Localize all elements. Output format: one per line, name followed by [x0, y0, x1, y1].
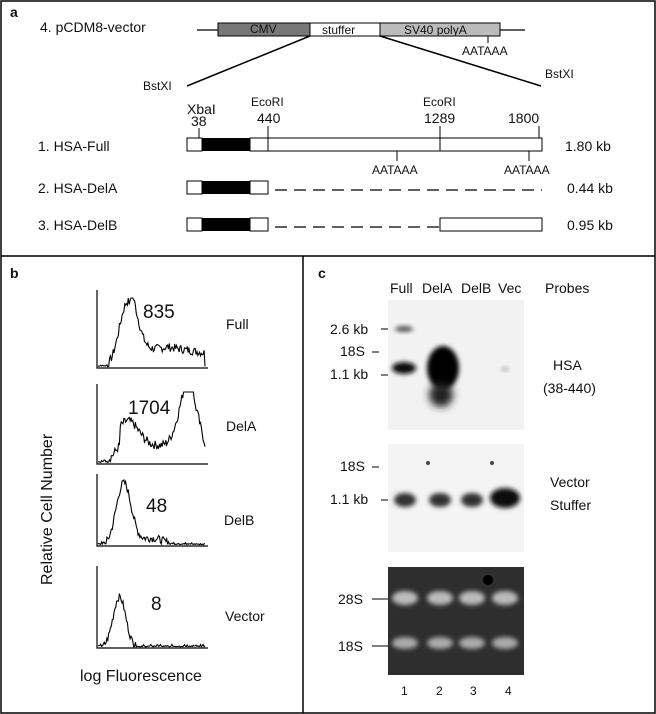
hist-trace-vector [97, 593, 206, 648]
vector-name: 4. pCDM8-vector [40, 19, 146, 35]
delb-3utr [249, 217, 269, 232]
ecori-2-label: EcoRI [423, 95, 456, 109]
hist-vector-value: 8 [151, 594, 162, 615]
lane-full: Full [390, 280, 413, 296]
blot1-marker-18s: 18S [340, 343, 365, 359]
ylabel: Relative Cell Number [39, 433, 56, 585]
sv40-label: SV40 polyA [404, 23, 467, 37]
blot2-marker-18s: 18S [340, 458, 365, 474]
bstxi-right-label: BstXI [545, 67, 574, 81]
northern-blot-2 [388, 444, 524, 552]
hist-full-value: 835 [143, 302, 175, 323]
sv40-box [379, 22, 501, 37]
dela-3utr [249, 180, 269, 195]
ethidium-gel [388, 567, 524, 675]
construct-2-size: 0.44 kb [567, 180, 613, 196]
hist-dela-value: 1704 [128, 398, 171, 419]
lane-number-2: 2 [436, 684, 443, 698]
pos-1289: 1289 [424, 110, 455, 126]
probes-header: Probes [545, 280, 589, 296]
hist-dela-name: DelA [226, 418, 257, 434]
pos-38: 38 [191, 113, 207, 129]
panel-a-label: a [10, 4, 18, 20]
delb-5utr [186, 217, 203, 232]
blot1-probe-line2: (38-440) [543, 380, 596, 396]
full-cds [202, 138, 250, 151]
hist-trace-full [97, 297, 206, 368]
hist-trace-dela [97, 391, 206, 464]
full-aataaa-2: AATAAA [504, 163, 550, 177]
full-3utr-b [267, 137, 543, 152]
hist-delb-value: 48 [146, 496, 167, 517]
blot1-marker-26kb: 2.6 kb [330, 321, 368, 337]
full-5utr [186, 137, 203, 152]
histogram-traces [97, 297, 206, 648]
full-3utr-a [249, 137, 269, 152]
lane-number-1: 1 [401, 684, 408, 698]
dela-cds [202, 181, 250, 194]
histogram-axes [96, 290, 208, 649]
blot2-marker-11kb: 1.1 kb [330, 491, 368, 507]
gel-marker-28s: 28S [338, 591, 363, 607]
bstxi-left-label: BstXI [143, 79, 172, 93]
hist-vector-name: Vector [225, 608, 265, 624]
blot1-probe-line1: HSA [553, 357, 582, 373]
xbai-label: XbaI [187, 101, 216, 117]
pos-1800: 1800 [508, 110, 539, 126]
blot2-probe-line2: Stuffer [550, 497, 591, 513]
bstxi-left-line [186, 35, 311, 87]
full-aataaa-1: AATAAA [372, 163, 418, 177]
hist-full-name: Full [226, 316, 249, 332]
blot2-probe-line1: Vector [550, 474, 590, 490]
construct-1-name: 1. HSA-Full [38, 138, 110, 154]
construct-3-name: 3. HSA-DelB [38, 217, 117, 233]
construct-3-size: 0.95 kb [567, 217, 613, 233]
xlabel: log Fluorescence [80, 668, 202, 685]
gel-marker-18s: 18S [338, 638, 363, 654]
hist-delb-name: DelB [224, 512, 254, 528]
blot2-ticks [372, 466, 388, 501]
blot1-marker-11kb: 1.1 kb [330, 366, 368, 382]
lane-dela: DelA [422, 280, 453, 296]
bstxi-right-line [379, 35, 542, 87]
pos-440: 440 [257, 110, 281, 126]
panel-b-label: b [10, 265, 19, 281]
lane-delb: DelB [461, 280, 491, 296]
blot1-ticks [372, 328, 388, 376]
vector-aataaa: AATAAA [462, 44, 508, 58]
gel-ticks [372, 598, 388, 647]
lane-number-3: 3 [470, 684, 477, 698]
lane-number-4: 4 [505, 684, 512, 698]
delb-cds [202, 218, 250, 231]
stuffer-label: stuffer [322, 23, 355, 37]
construct-2-name: 2. HSA-DelA [38, 180, 118, 196]
cmv-label: CMV [250, 22, 277, 36]
ecori-1-label: EcoRI [251, 95, 284, 109]
delb-retained [439, 217, 543, 232]
dela-5utr [186, 180, 203, 195]
lane-vec: Vec [498, 280, 521, 296]
panel-c-label: c [318, 265, 326, 281]
construct-1-size: 1.80 kb [565, 138, 611, 154]
hist-trace-delb [97, 478, 206, 546]
northern-blot-1 [388, 300, 524, 430]
